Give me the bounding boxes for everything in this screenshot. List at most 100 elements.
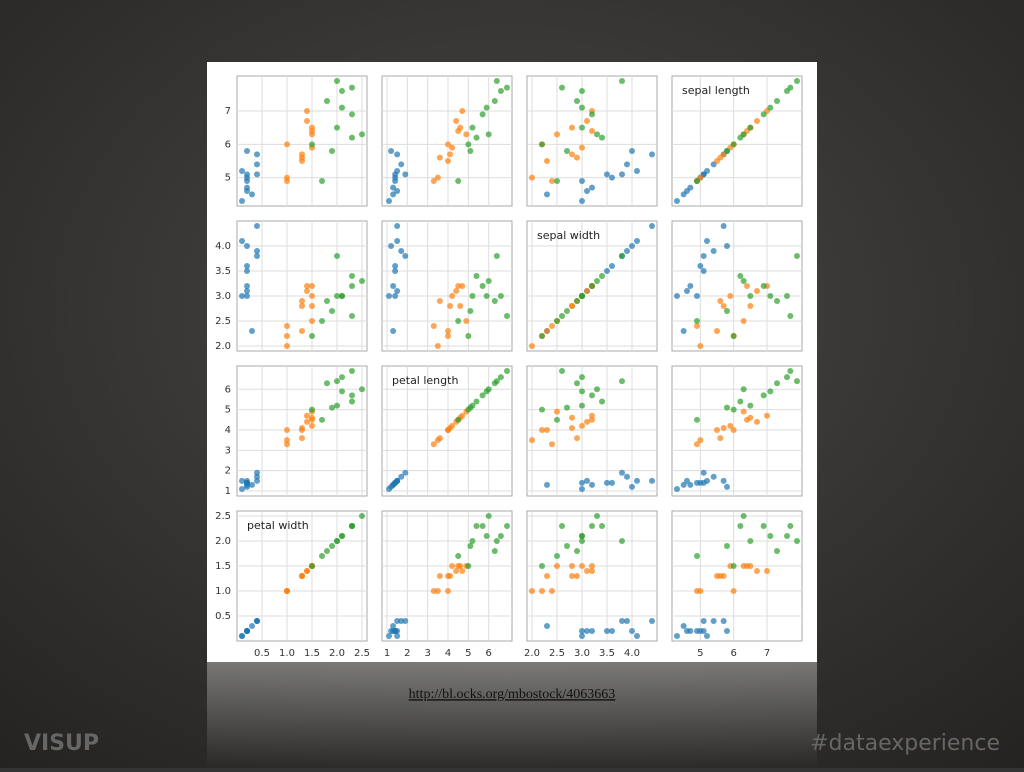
- point: [629, 483, 635, 490]
- point: [539, 406, 545, 413]
- point: [784, 374, 790, 381]
- point: [319, 178, 325, 184]
- point: [747, 538, 754, 544]
- point: [569, 124, 575, 131]
- point: [479, 111, 486, 118]
- point: [764, 412, 770, 419]
- point: [309, 293, 315, 299]
- point: [394, 223, 401, 229]
- point: [324, 298, 330, 304]
- point: [649, 223, 655, 229]
- point: [599, 523, 605, 529]
- point: [254, 151, 260, 158]
- point: [299, 328, 305, 334]
- y-tick-label: 1.0: [215, 586, 231, 597]
- point: [697, 343, 704, 349]
- point: [485, 513, 492, 519]
- point: [619, 538, 625, 544]
- point: [390, 184, 397, 191]
- point: [760, 523, 767, 529]
- point: [774, 298, 780, 304]
- point: [483, 533, 490, 539]
- variable-label: sepal width: [537, 229, 600, 242]
- point: [539, 333, 545, 339]
- point: [329, 148, 335, 154]
- point: [329, 404, 335, 411]
- point: [747, 293, 754, 299]
- point: [304, 412, 310, 419]
- point: [737, 523, 744, 529]
- point: [559, 368, 565, 374]
- point: [447, 424, 454, 431]
- point: [584, 628, 590, 634]
- point: [249, 328, 255, 334]
- point: [629, 148, 635, 154]
- point: [392, 268, 399, 274]
- point: [304, 108, 310, 114]
- point: [339, 388, 345, 395]
- point: [390, 481, 397, 488]
- y-tick-label: 6: [225, 139, 231, 150]
- point: [649, 151, 655, 158]
- point: [244, 148, 250, 154]
- point: [594, 513, 600, 519]
- point: [604, 268, 610, 274]
- point: [554, 131, 560, 138]
- point: [299, 298, 305, 304]
- point: [309, 318, 315, 324]
- x-tick-label: 6: [730, 648, 736, 659]
- point: [299, 435, 305, 442]
- point: [473, 398, 480, 405]
- point: [254, 477, 260, 484]
- cell-frame: [671, 75, 803, 207]
- point: [774, 380, 780, 387]
- point: [284, 426, 290, 433]
- point: [447, 303, 454, 309]
- point: [589, 283, 595, 289]
- point: [455, 416, 462, 423]
- point: [747, 402, 754, 409]
- point: [724, 404, 730, 411]
- point: [594, 278, 600, 284]
- y-tick-label: 0.5: [215, 611, 231, 622]
- point: [469, 402, 476, 409]
- y-tick-label: 4.0: [215, 241, 231, 252]
- point: [579, 402, 585, 409]
- point: [394, 618, 401, 624]
- point: [349, 368, 355, 374]
- point: [589, 628, 595, 634]
- point: [694, 553, 700, 559]
- point: [549, 588, 555, 594]
- point: [254, 171, 260, 178]
- point: [284, 343, 290, 349]
- point: [463, 318, 470, 324]
- point: [491, 298, 498, 304]
- point: [319, 416, 325, 423]
- point: [402, 469, 409, 476]
- point: [747, 414, 754, 421]
- point: [579, 633, 585, 639]
- point: [334, 78, 340, 84]
- point: [764, 568, 770, 574]
- point: [599, 273, 605, 279]
- y-tick-label: 4: [225, 425, 231, 436]
- point: [724, 543, 730, 549]
- point: [284, 441, 290, 448]
- point: [497, 374, 504, 381]
- source-link[interactable]: http://bl.ocks.org/mbostock/4063663: [409, 687, 616, 702]
- point: [700, 268, 707, 274]
- point: [394, 168, 401, 174]
- point: [634, 168, 640, 174]
- point: [339, 533, 345, 539]
- cell-frame: [526, 75, 658, 207]
- point: [634, 633, 640, 639]
- point: [254, 253, 260, 259]
- point: [430, 323, 437, 329]
- point: [710, 618, 717, 624]
- point: [436, 298, 443, 304]
- point: [554, 553, 560, 559]
- point: [794, 538, 800, 544]
- point: [299, 573, 305, 579]
- point: [564, 308, 570, 314]
- point: [529, 343, 535, 349]
